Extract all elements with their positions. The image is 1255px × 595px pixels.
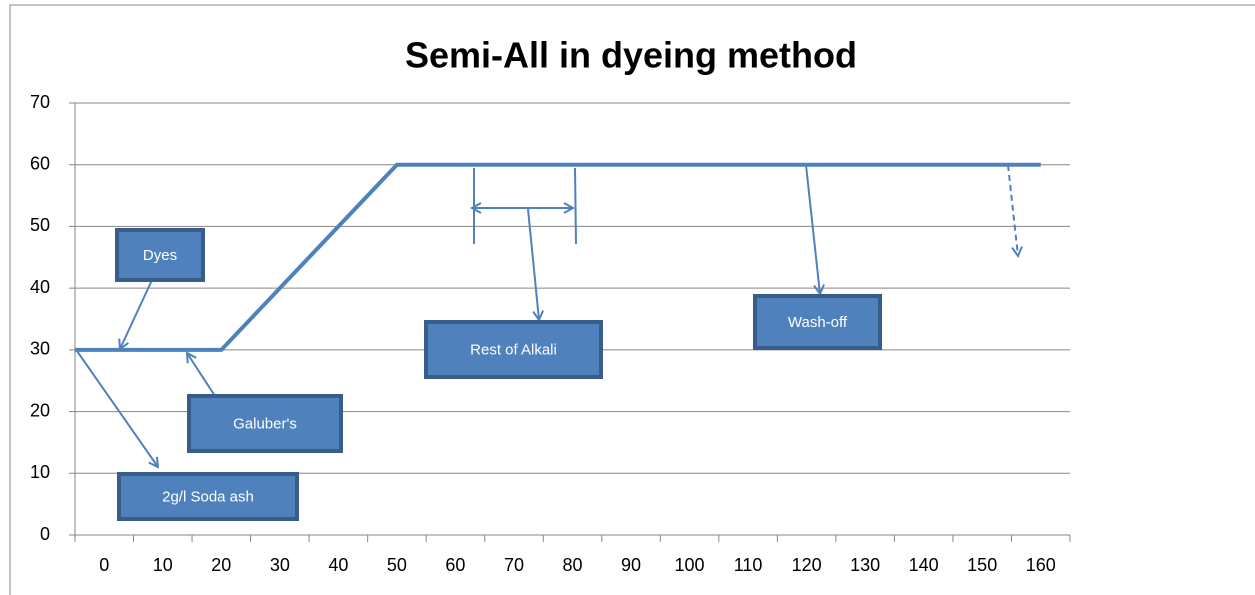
y-tick-label: 10 [30,462,50,482]
y-tick-label: 40 [30,277,50,297]
annotation-box [753,294,882,350]
x-tick-label: 30 [270,555,290,575]
y-tick-label: 30 [30,339,50,359]
annotations: Dyes Galuber's 2g/l Soda ash Rest of Alkali… [115,228,882,521]
x-tick-label: 110 [734,555,763,575]
series [75,162,1041,352]
arrow [120,279,153,349]
x-tick-label: 160 [1026,555,1056,575]
x-tick-label: 80 [562,555,582,575]
x-tick-label: 100 [675,555,705,575]
annotation-text: Rest of Alkali [470,341,557,358]
line [75,162,1041,352]
x-tick-label: 130 [850,555,880,575]
annotation-box [424,320,603,379]
arrow [527,208,539,320]
arrow [76,350,158,467]
y-tick-label: 60 [30,153,50,173]
y-tick-label: 0 [40,524,50,544]
dashed-arrow [1007,164,1018,256]
annotation-text: 2g/l Soda ash [162,488,254,505]
x-tick-label: 0 [99,555,109,575]
x-tick-label: 120 [792,555,822,575]
y-tick-label: 20 [30,400,50,420]
bracket-line [574,167,577,245]
arrow [805,164,820,294]
annotation-text: Dyes [143,247,177,264]
chart-frame [9,4,1255,595]
x-tick-label: 60 [445,555,465,575]
x-tick-label: 140 [909,555,939,575]
annotation-box [115,228,205,282]
y-tick-label: 50 [30,215,50,235]
x-tick-label: 50 [387,555,407,575]
annotation-text: Galuber's [233,415,297,432]
arrows [76,164,1018,467]
arrow [187,353,216,397]
x-tick-label: 70 [504,555,524,575]
annotation-text: Wash-off [788,314,848,331]
x-tick-label: 10 [153,555,173,575]
annotation-box [117,472,299,521]
x-tick-label: 40 [328,555,348,575]
x-tick-label: 20 [211,555,231,575]
annotation-box [187,394,343,453]
x-tick-label: 150 [967,555,997,575]
x-tick-label: 90 [621,555,641,575]
chart-title: Semi-All in dyeing method [405,35,857,76]
y-tick-label: 70 [30,92,50,112]
